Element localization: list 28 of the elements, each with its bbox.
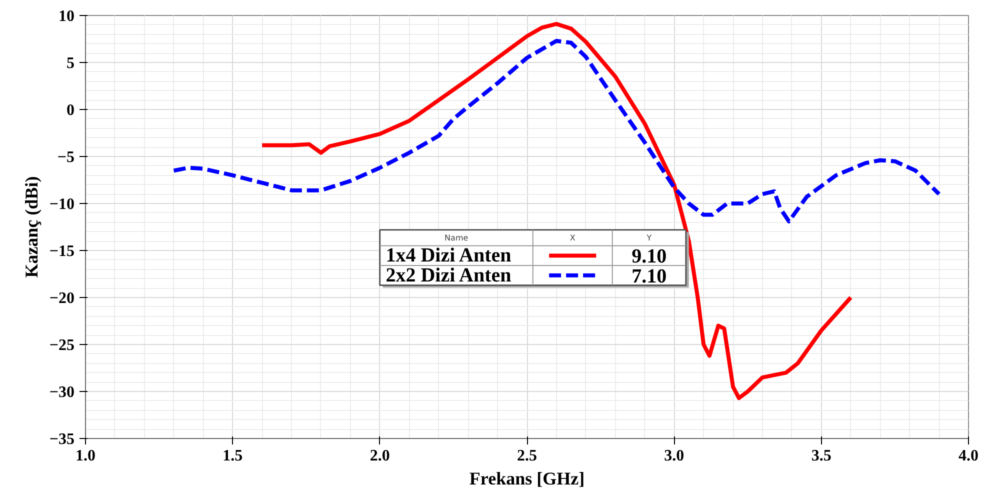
annotation: Y xyxy=(646,233,652,242)
x-tick-label: 3.0 xyxy=(664,448,684,464)
legend-label: 2x2 Dizi Anten xyxy=(386,264,512,286)
line-series xyxy=(172,38,942,224)
y-tick-label: −10 xyxy=(49,196,75,213)
y-tick-label: −15 xyxy=(49,243,75,260)
x-tick-label: 3.5 xyxy=(811,448,832,464)
x-tick-label: 4.0 xyxy=(958,448,978,464)
y-axis-title: Kazanç (dBi) xyxy=(21,176,42,278)
y-tick-label: −35 xyxy=(49,431,75,448)
line-series xyxy=(260,22,853,400)
annotation: 7.10 xyxy=(632,265,667,288)
annotation: X xyxy=(570,233,576,242)
y-tick-label: 5 xyxy=(66,55,74,72)
x-tick-label: 1.5 xyxy=(222,448,243,464)
y-tick-label: −20 xyxy=(49,290,75,307)
x-tick-label: 2.0 xyxy=(370,448,390,464)
x-axis-title: Frekans [GHz] xyxy=(469,468,585,488)
x-tick-label: 2.5 xyxy=(517,448,537,464)
legend-title: Name xyxy=(444,233,468,242)
y-tick-label: −30 xyxy=(49,384,75,401)
y-tick-label: −5 xyxy=(57,149,75,166)
y-tick-label: −25 xyxy=(49,337,75,354)
y-tick-label: 0 xyxy=(66,102,74,119)
annotation: 9.10 xyxy=(632,246,667,268)
x-tick-label: 1.0 xyxy=(76,448,96,464)
legend-label: 1x4 Dizi Anten xyxy=(386,244,512,267)
y-tick-label: 10 xyxy=(58,8,74,25)
